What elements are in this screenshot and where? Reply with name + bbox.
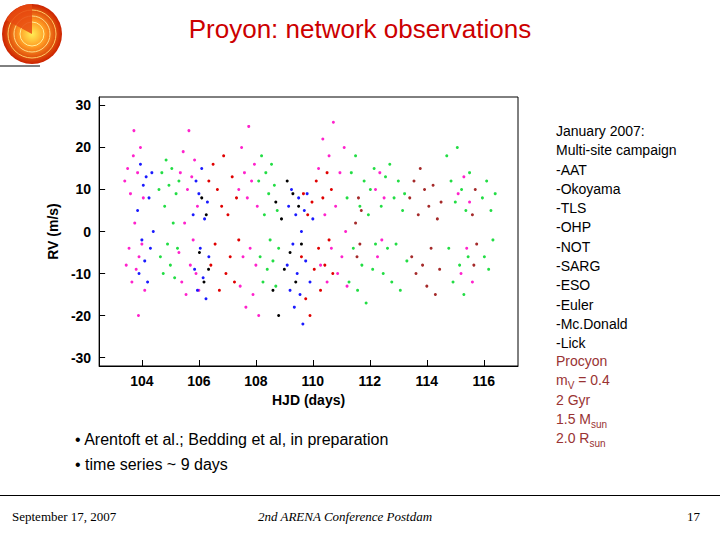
svg-text:-20: -20 [71, 308, 91, 324]
html-text:Procyon: Procyon [556, 353, 608, 369]
html-text:September 17, 2007: September 17, 2007 [12, 509, 117, 524]
html-text:-Lick: -Lick [556, 335, 586, 352]
html-text:-Euler: -Euler [556, 296, 594, 313]
html-text:-SARG: -SARG [556, 258, 601, 275]
html-text:• time series ~ 9 days: • time series ~ 9 days [75, 456, 228, 473]
html-text:Proyon: network observations: Proyon: network observations [188, 14, 532, 44]
html-text:-TLS: -TLS [556, 200, 587, 217]
svg-text:110: 110 [302, 373, 325, 389]
svg-text:0: 0 [83, 224, 91, 240]
html-text:-AAT: -AAT [556, 161, 587, 178]
html-text:17: 17 [687, 509, 700, 524]
html-text:2 Gyr: 2 Gyr [556, 391, 591, 408]
html-text:2nd ARENA Conference Postdam: 2nd ARENA Conference Postdam [257, 509, 433, 524]
html-text:Multi-site campaign: Multi-site campaign [556, 142, 677, 159]
html-text:-OHP: -OHP [556, 219, 591, 236]
html-text:1.5 Msun: 1.5 Msun [556, 410, 608, 430]
html-text:-NOT: -NOT [556, 238, 591, 255]
html-text:January 2007:: January 2007: [556, 123, 645, 139]
svg-text:116: 116 [473, 373, 496, 389]
html-text:2.0 Rsun: 2.0 Rsun [556, 430, 606, 449]
svg-text:HJD (days): HJD (days) [272, 392, 345, 408]
svg-text:114: 114 [416, 373, 439, 389]
svg-text:108: 108 [244, 373, 268, 389]
html-text:-Mc.Donald: -Mc.Donald [556, 316, 628, 332]
html-text:-Okoyama: -Okoyama [556, 180, 621, 197]
svg-text:20: 20 [76, 139, 92, 155]
html-text:• Arentoft et al.; Bedding et: • Arentoft et al.; Bedding et al, in pre… [75, 431, 389, 448]
svg-text:30: 30 [76, 97, 92, 113]
html-text:-ESO: -ESO [556, 277, 591, 294]
svg-text:10: 10 [76, 181, 92, 197]
svg-text:-30: -30 [71, 350, 91, 366]
svg-text:104: 104 [130, 373, 154, 389]
svg-text:RV (m/s): RV (m/s) [45, 203, 61, 260]
html-text:mV= 0.4: mV= 0.4 [556, 372, 610, 392]
svg-text:-10: -10 [71, 266, 91, 282]
svg-text:112: 112 [359, 373, 382, 389]
svg-text:106: 106 [187, 373, 211, 389]
